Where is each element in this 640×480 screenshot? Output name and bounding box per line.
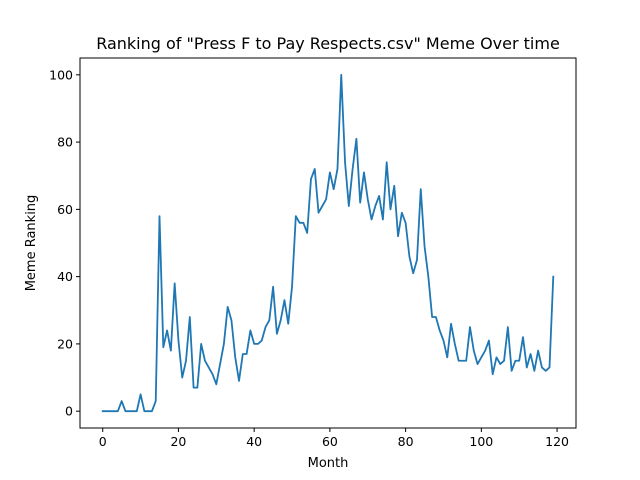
- y-tick-label: 100: [49, 67, 73, 82]
- y-tick-label: 20: [57, 336, 73, 351]
- x-axis-ticks: 0 20 40 60 80 100 120: [99, 428, 569, 449]
- y-axis-label: Meme Ranking: [24, 195, 39, 292]
- series-line: [101, 73, 555, 413]
- x-tick-label: 120: [545, 434, 569, 449]
- x-tick-label: 40: [246, 434, 262, 449]
- x-tick-label: 80: [398, 434, 414, 449]
- y-tick-label: 60: [57, 202, 73, 217]
- y-tick-label: 80: [57, 135, 73, 150]
- plot-area: [101, 73, 555, 413]
- y-tick-label: 40: [57, 269, 73, 284]
- y-tick-label: 0: [65, 404, 73, 419]
- x-tick-label: 0: [99, 434, 107, 449]
- chart-title: Ranking of "Press F to Pay Respects.csv"…: [96, 34, 560, 53]
- x-tick-label: 100: [469, 434, 493, 449]
- x-tick-label: 60: [322, 434, 338, 449]
- y-axis-ticks: 0 20 40 60 80 100: [49, 67, 80, 419]
- x-axis-label: Month: [308, 456, 349, 471]
- axes-frame: [79, 57, 577, 429]
- x-tick-label: 20: [170, 434, 186, 449]
